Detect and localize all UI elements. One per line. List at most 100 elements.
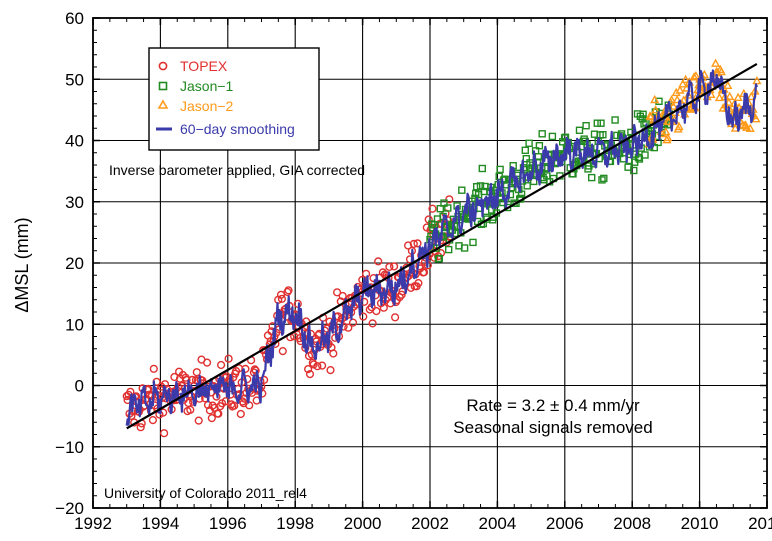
topex-point bbox=[428, 204, 437, 213]
jason1-point bbox=[460, 244, 469, 252]
jason1-point bbox=[641, 151, 649, 159]
jason1-point bbox=[512, 199, 520, 208]
topex-point bbox=[170, 372, 179, 382]
topex-point bbox=[208, 401, 217, 410]
x-tick-label: 2006 bbox=[546, 514, 584, 533]
jason2-point bbox=[674, 121, 684, 131]
topex-point bbox=[338, 291, 347, 301]
jason2-point bbox=[651, 105, 661, 114]
topex-point bbox=[359, 312, 368, 321]
legend-item-topex: TOPEX bbox=[158, 58, 228, 74]
jason1-point bbox=[469, 238, 477, 247]
jason1-point bbox=[523, 182, 531, 190]
x-tick-label: 1994 bbox=[141, 514, 179, 533]
annotation-seasonal: Seasonal signals removed bbox=[453, 418, 652, 437]
jason2-point bbox=[678, 79, 688, 88]
jason1-point bbox=[435, 254, 443, 263]
y-tick-label: 60 bbox=[65, 9, 84, 28]
topex-point bbox=[329, 349, 338, 358]
topex-point bbox=[397, 290, 406, 299]
jason2-point bbox=[725, 91, 735, 101]
jason1-point bbox=[436, 204, 444, 213]
axis-ticks bbox=[92, 17, 768, 509]
jason1-point bbox=[535, 141, 544, 150]
topex-point bbox=[385, 262, 394, 272]
jason2-point bbox=[646, 111, 656, 121]
topex-point bbox=[230, 401, 239, 410]
data-lines bbox=[125, 62, 758, 430]
topex-point bbox=[241, 364, 250, 374]
jason2-point bbox=[661, 126, 671, 136]
jason2-point bbox=[681, 74, 691, 84]
jason2-point bbox=[745, 123, 755, 133]
jason2-point bbox=[751, 114, 761, 123]
topex-point bbox=[284, 286, 293, 295]
jason1-point bbox=[611, 116, 619, 124]
jason2-point bbox=[714, 92, 724, 102]
jason2-point bbox=[668, 101, 678, 110]
jason1-point bbox=[525, 139, 533, 148]
topex-point bbox=[379, 303, 388, 312]
jason1-point bbox=[588, 173, 596, 182]
topex-point bbox=[148, 416, 158, 425]
jason1-point bbox=[582, 121, 590, 130]
jason1-point bbox=[598, 176, 606, 184]
jason1-point bbox=[639, 110, 647, 119]
x-tick-label: 1992 bbox=[74, 514, 112, 533]
y-tick-label: 20 bbox=[65, 254, 84, 273]
topex-point bbox=[368, 319, 377, 328]
trend-line bbox=[126, 62, 758, 430]
x-tick-label: 2008 bbox=[613, 514, 651, 533]
jason1-point bbox=[655, 97, 663, 106]
jason1-point bbox=[600, 174, 608, 183]
topex-point bbox=[413, 239, 422, 248]
annotation-source: University of Colorado 2011_rel4 bbox=[104, 485, 307, 501]
legend-box bbox=[148, 47, 320, 151]
jason2-point bbox=[723, 80, 733, 90]
jason1-point bbox=[548, 132, 557, 141]
topex-point bbox=[313, 362, 322, 371]
topex-point bbox=[305, 370, 315, 379]
jason1-point bbox=[599, 130, 607, 139]
annotation-rate: Rate = 3.2 ± 0.4 mm/yr bbox=[466, 396, 640, 415]
y-tick-label: 10 bbox=[65, 315, 84, 334]
topex-point bbox=[372, 307, 381, 316]
legend-label-jason1: Jason−1 bbox=[180, 78, 234, 94]
topex-point bbox=[404, 241, 413, 250]
topex-point bbox=[374, 257, 383, 266]
topex-point bbox=[243, 375, 252, 384]
topex-point bbox=[362, 269, 371, 278]
jason2-point bbox=[733, 92, 743, 102]
x-tick-label: 2010 bbox=[681, 514, 719, 533]
topex-point bbox=[445, 195, 454, 204]
topex-point bbox=[186, 405, 195, 414]
topex-point bbox=[149, 364, 158, 373]
jason2-point bbox=[711, 58, 721, 67]
x-tick-label: 2000 bbox=[344, 514, 382, 533]
jason2-point bbox=[752, 75, 762, 85]
x-tick-label: 1996 bbox=[209, 514, 247, 533]
x-tick-labels: 1992 1994 1996 1998 2000 2002 2004 2006 2008 2010… bbox=[74, 514, 772, 533]
jason2-point bbox=[672, 94, 682, 104]
jason1-point bbox=[473, 182, 481, 191]
smoothing-line bbox=[125, 69, 758, 426]
jason2-point bbox=[689, 72, 699, 81]
topex-point bbox=[250, 365, 259, 374]
topex-point bbox=[127, 411, 136, 421]
y-tick-label: −10 bbox=[55, 438, 84, 457]
jason1-point bbox=[445, 245, 453, 254]
jason1-point bbox=[635, 155, 644, 163]
topex-point bbox=[236, 409, 245, 419]
legend-label-topex: TOPEX bbox=[180, 58, 228, 74]
topex-point bbox=[326, 366, 335, 375]
topex-point bbox=[318, 361, 327, 370]
y-tick-label: 0 bbox=[75, 377, 84, 396]
topex-point bbox=[348, 318, 358, 327]
topex-point bbox=[224, 354, 233, 363]
topex-point bbox=[203, 358, 212, 367]
topex-point bbox=[304, 365, 313, 374]
legend-item-smoothing: 60−day smoothing bbox=[156, 121, 295, 137]
jason1-point bbox=[597, 119, 605, 127]
topex-point bbox=[390, 262, 399, 271]
